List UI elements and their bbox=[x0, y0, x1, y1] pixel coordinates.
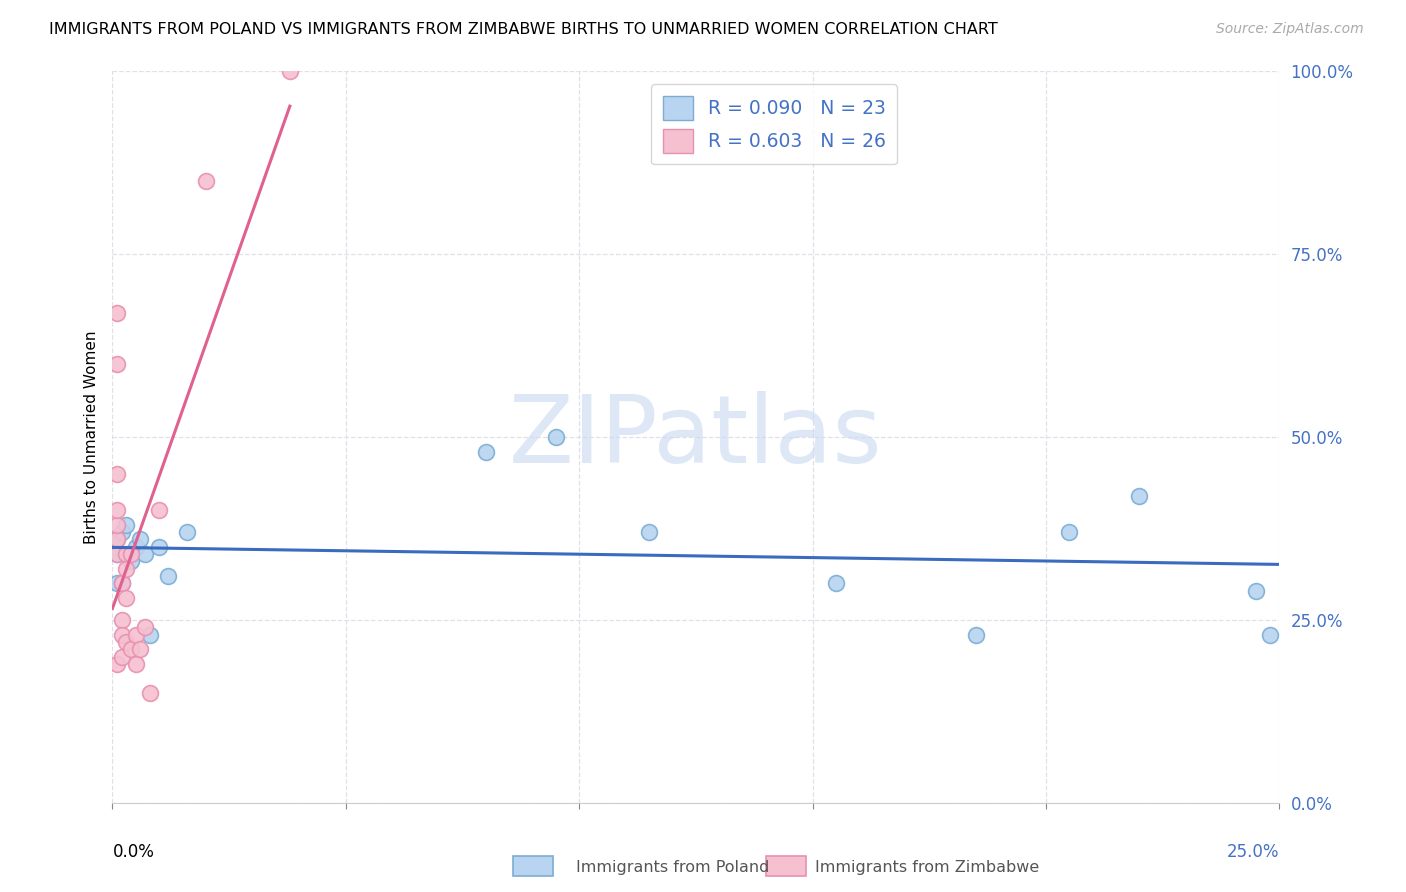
Point bbox=[115, 517, 138, 532]
Point bbox=[115, 591, 138, 605]
Point bbox=[115, 547, 138, 561]
Point bbox=[278, 64, 301, 78]
Point bbox=[105, 357, 128, 371]
Text: 0.0%: 0.0% bbox=[112, 843, 155, 861]
Point bbox=[1244, 583, 1267, 598]
Text: 25.0%: 25.0% bbox=[1227, 843, 1279, 861]
Point bbox=[120, 554, 142, 568]
Point bbox=[157, 569, 180, 583]
Point bbox=[105, 576, 128, 591]
Point bbox=[148, 503, 170, 517]
Text: Immigrants from Zimbabwe: Immigrants from Zimbabwe bbox=[815, 860, 1039, 874]
Point bbox=[111, 627, 134, 641]
Point bbox=[105, 547, 128, 561]
Point bbox=[1128, 489, 1150, 503]
Point bbox=[120, 642, 142, 657]
Point bbox=[129, 533, 152, 547]
Text: IMMIGRANTS FROM POLAND VS IMMIGRANTS FROM ZIMBABWE BIRTHS TO UNMARRIED WOMEN COR: IMMIGRANTS FROM POLAND VS IMMIGRANTS FRO… bbox=[49, 22, 998, 37]
Text: Source: ZipAtlas.com: Source: ZipAtlas.com bbox=[1216, 22, 1364, 37]
Point bbox=[111, 576, 134, 591]
Point bbox=[965, 627, 987, 641]
Point bbox=[125, 540, 148, 554]
Point bbox=[176, 525, 198, 540]
Point bbox=[105, 467, 128, 481]
Point bbox=[115, 562, 138, 576]
Text: ZIPatlas: ZIPatlas bbox=[509, 391, 883, 483]
Point bbox=[825, 576, 848, 591]
Point bbox=[139, 627, 162, 641]
Point bbox=[111, 576, 134, 591]
Point bbox=[544, 430, 567, 444]
Point bbox=[120, 547, 142, 561]
Text: Immigrants from Poland: Immigrants from Poland bbox=[576, 860, 770, 874]
Point bbox=[139, 686, 162, 700]
Point bbox=[194, 174, 217, 188]
Point bbox=[125, 627, 148, 641]
Point bbox=[638, 525, 661, 540]
Point bbox=[105, 503, 128, 517]
Point bbox=[115, 635, 138, 649]
Point bbox=[111, 649, 134, 664]
Point bbox=[105, 657, 128, 671]
Point bbox=[111, 613, 134, 627]
Point bbox=[105, 533, 128, 547]
Point bbox=[134, 547, 156, 561]
Point bbox=[105, 533, 128, 547]
Point bbox=[134, 620, 156, 634]
Point bbox=[129, 642, 152, 657]
Y-axis label: Births to Unmarried Women: Births to Unmarried Women bbox=[83, 330, 98, 544]
Point bbox=[105, 547, 128, 561]
Point bbox=[111, 525, 134, 540]
Point bbox=[1059, 525, 1081, 540]
Point bbox=[475, 444, 498, 458]
Point bbox=[125, 657, 148, 671]
Point bbox=[105, 517, 128, 532]
Legend: R = 0.090   N = 23, R = 0.603   N = 26: R = 0.090 N = 23, R = 0.603 N = 26 bbox=[651, 85, 897, 164]
Point bbox=[1258, 627, 1281, 641]
Point bbox=[148, 540, 170, 554]
Point bbox=[105, 306, 128, 320]
